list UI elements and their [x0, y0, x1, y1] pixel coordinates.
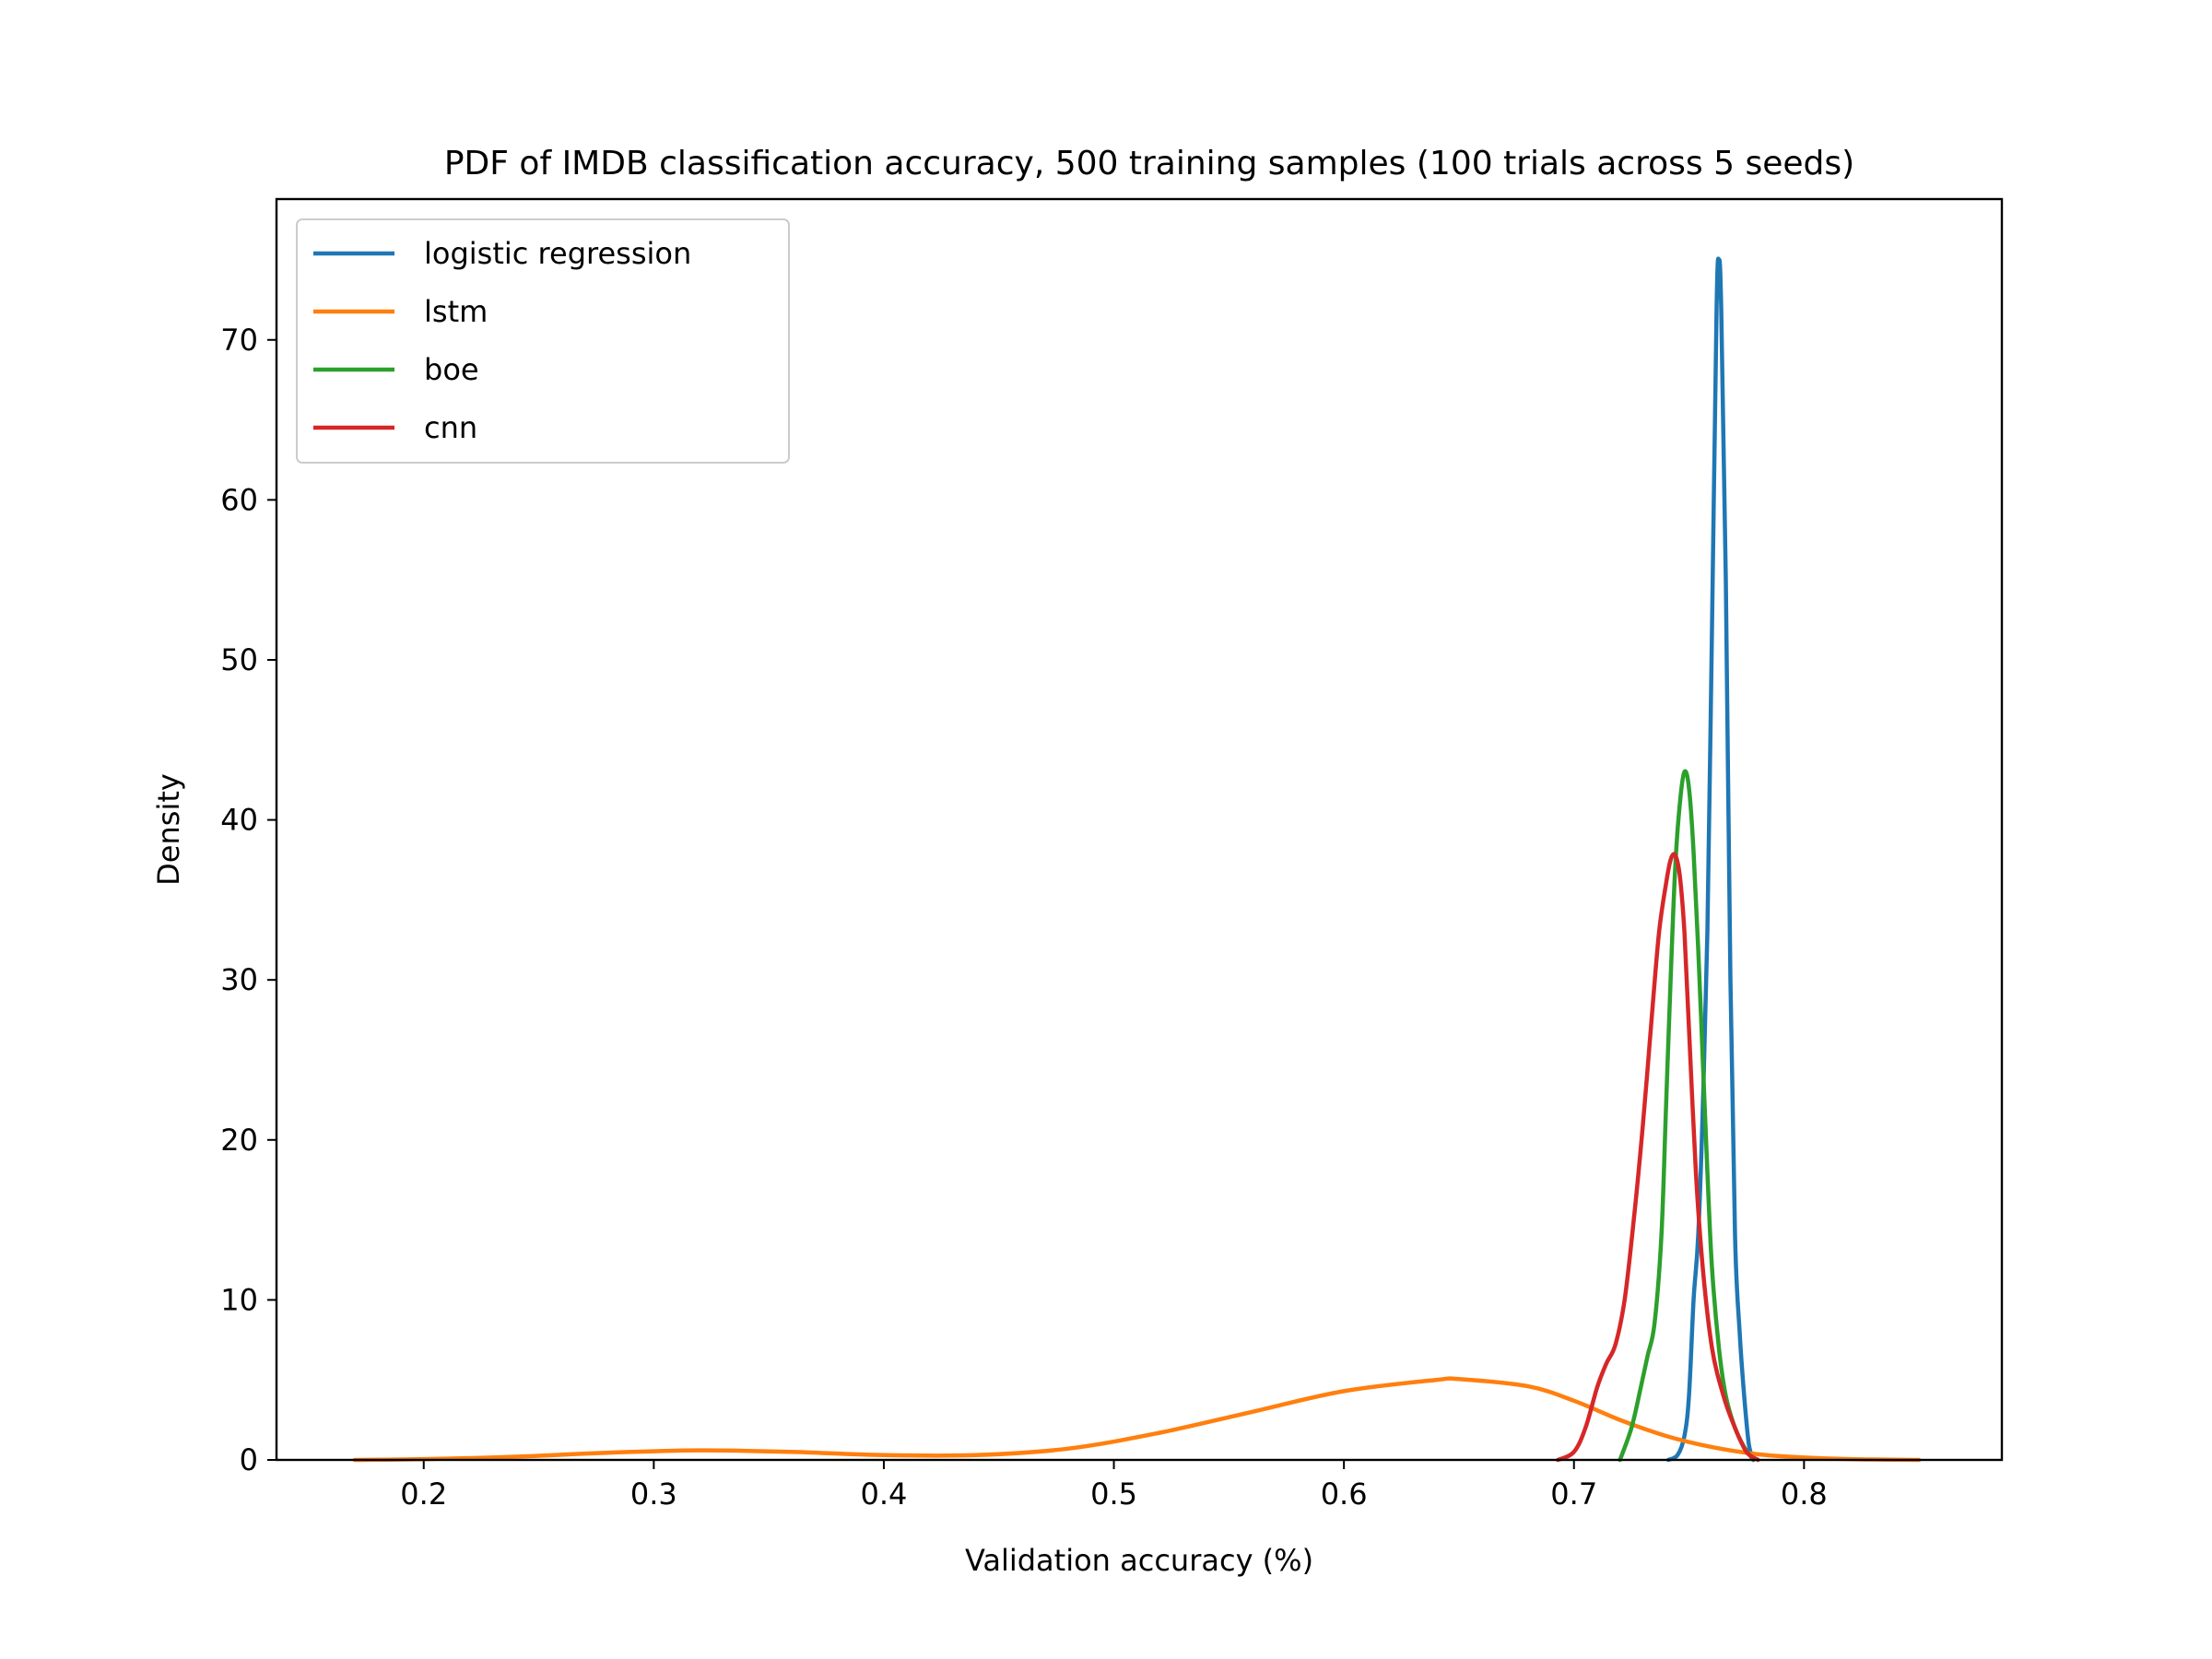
y-tick-label: 50: [220, 642, 258, 677]
x-tick-label: 0.3: [630, 1477, 677, 1512]
chart-title: PDF of IMDB classification accuracy, 500…: [444, 145, 1854, 182]
x-axis-label: Validation accuracy (%): [965, 1543, 1313, 1578]
legend-label: cnn: [424, 410, 477, 445]
y-tick-label: 30: [220, 962, 258, 997]
y-tick-label: 10: [220, 1282, 258, 1317]
legend[interactable]: logistic regression lstm boe cnn: [296, 218, 790, 464]
series-line-logistic-regression: [1665, 256, 1756, 1463]
series-line-boe: [1618, 769, 1756, 1463]
legend-label: logistic regression: [424, 236, 691, 271]
y-tick-label: 0: [240, 1442, 258, 1477]
series-line-cnn: [1556, 852, 1760, 1463]
y-tick-label: 70: [220, 323, 258, 358]
x-tick-label: 0.6: [1321, 1477, 1368, 1512]
legend-label: boe: [424, 352, 479, 387]
x-tick-label: 0.2: [400, 1477, 447, 1512]
series-line-lstm: [352, 1376, 1922, 1463]
y-tick-label: 60: [220, 482, 258, 517]
x-tick-label: 0.8: [1781, 1477, 1828, 1512]
plot-area-frame: [275, 197, 2004, 1462]
series-lines: [352, 256, 1922, 1463]
y-tick-label: 40: [220, 803, 258, 838]
y-tick-label: 20: [220, 1123, 258, 1158]
x-tick-label: 0.5: [1090, 1477, 1137, 1512]
legend-label: lstm: [424, 294, 488, 329]
y-axis-ticks: 0 10 20 30 40 50 60 70: [220, 323, 276, 1477]
y-axis-label: Density: [151, 773, 186, 886]
x-tick-label: 0.7: [1550, 1477, 1597, 1512]
x-tick-label: 0.4: [860, 1477, 907, 1512]
legend-box: [296, 218, 790, 464]
x-axis-ticks: 0.2 0.3 0.4 0.5 0.6 0.7 0.8: [400, 1460, 1828, 1512]
